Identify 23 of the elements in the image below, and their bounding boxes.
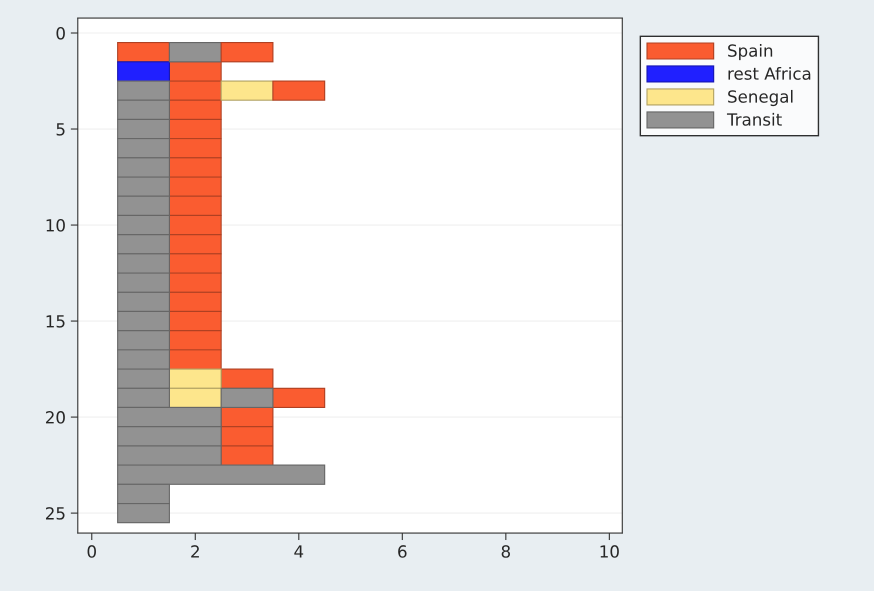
legend-label: Spain <box>728 44 772 60</box>
x-tick-label: 2 <box>191 545 199 558</box>
y-tick-label: 15 <box>46 315 65 328</box>
legend-label: Senegal <box>728 90 793 106</box>
x-tick-label: 10 <box>600 545 619 558</box>
bar <box>272 388 326 408</box>
legend-label: rest Africa <box>728 66 810 80</box>
x-tick-label: 0 <box>88 545 96 558</box>
bar <box>117 42 170 62</box>
x-tick-label: 4 <box>294 545 304 558</box>
y-tick-label: 0 <box>56 26 65 40</box>
bar <box>168 42 222 62</box>
bar <box>220 80 274 101</box>
bar <box>220 368 274 389</box>
y-tick-label: 20 <box>46 411 65 424</box>
x-tick-label: 8 <box>502 545 510 558</box>
legend-label: Transit <box>726 112 782 126</box>
x-tick-label: 6 <box>398 545 407 558</box>
bar <box>117 61 170 82</box>
y-tick-label: 10 <box>46 219 65 232</box>
y-tick-label: 25 <box>46 507 65 520</box>
y-tick-label: 5 <box>56 123 65 136</box>
bar <box>272 80 326 101</box>
